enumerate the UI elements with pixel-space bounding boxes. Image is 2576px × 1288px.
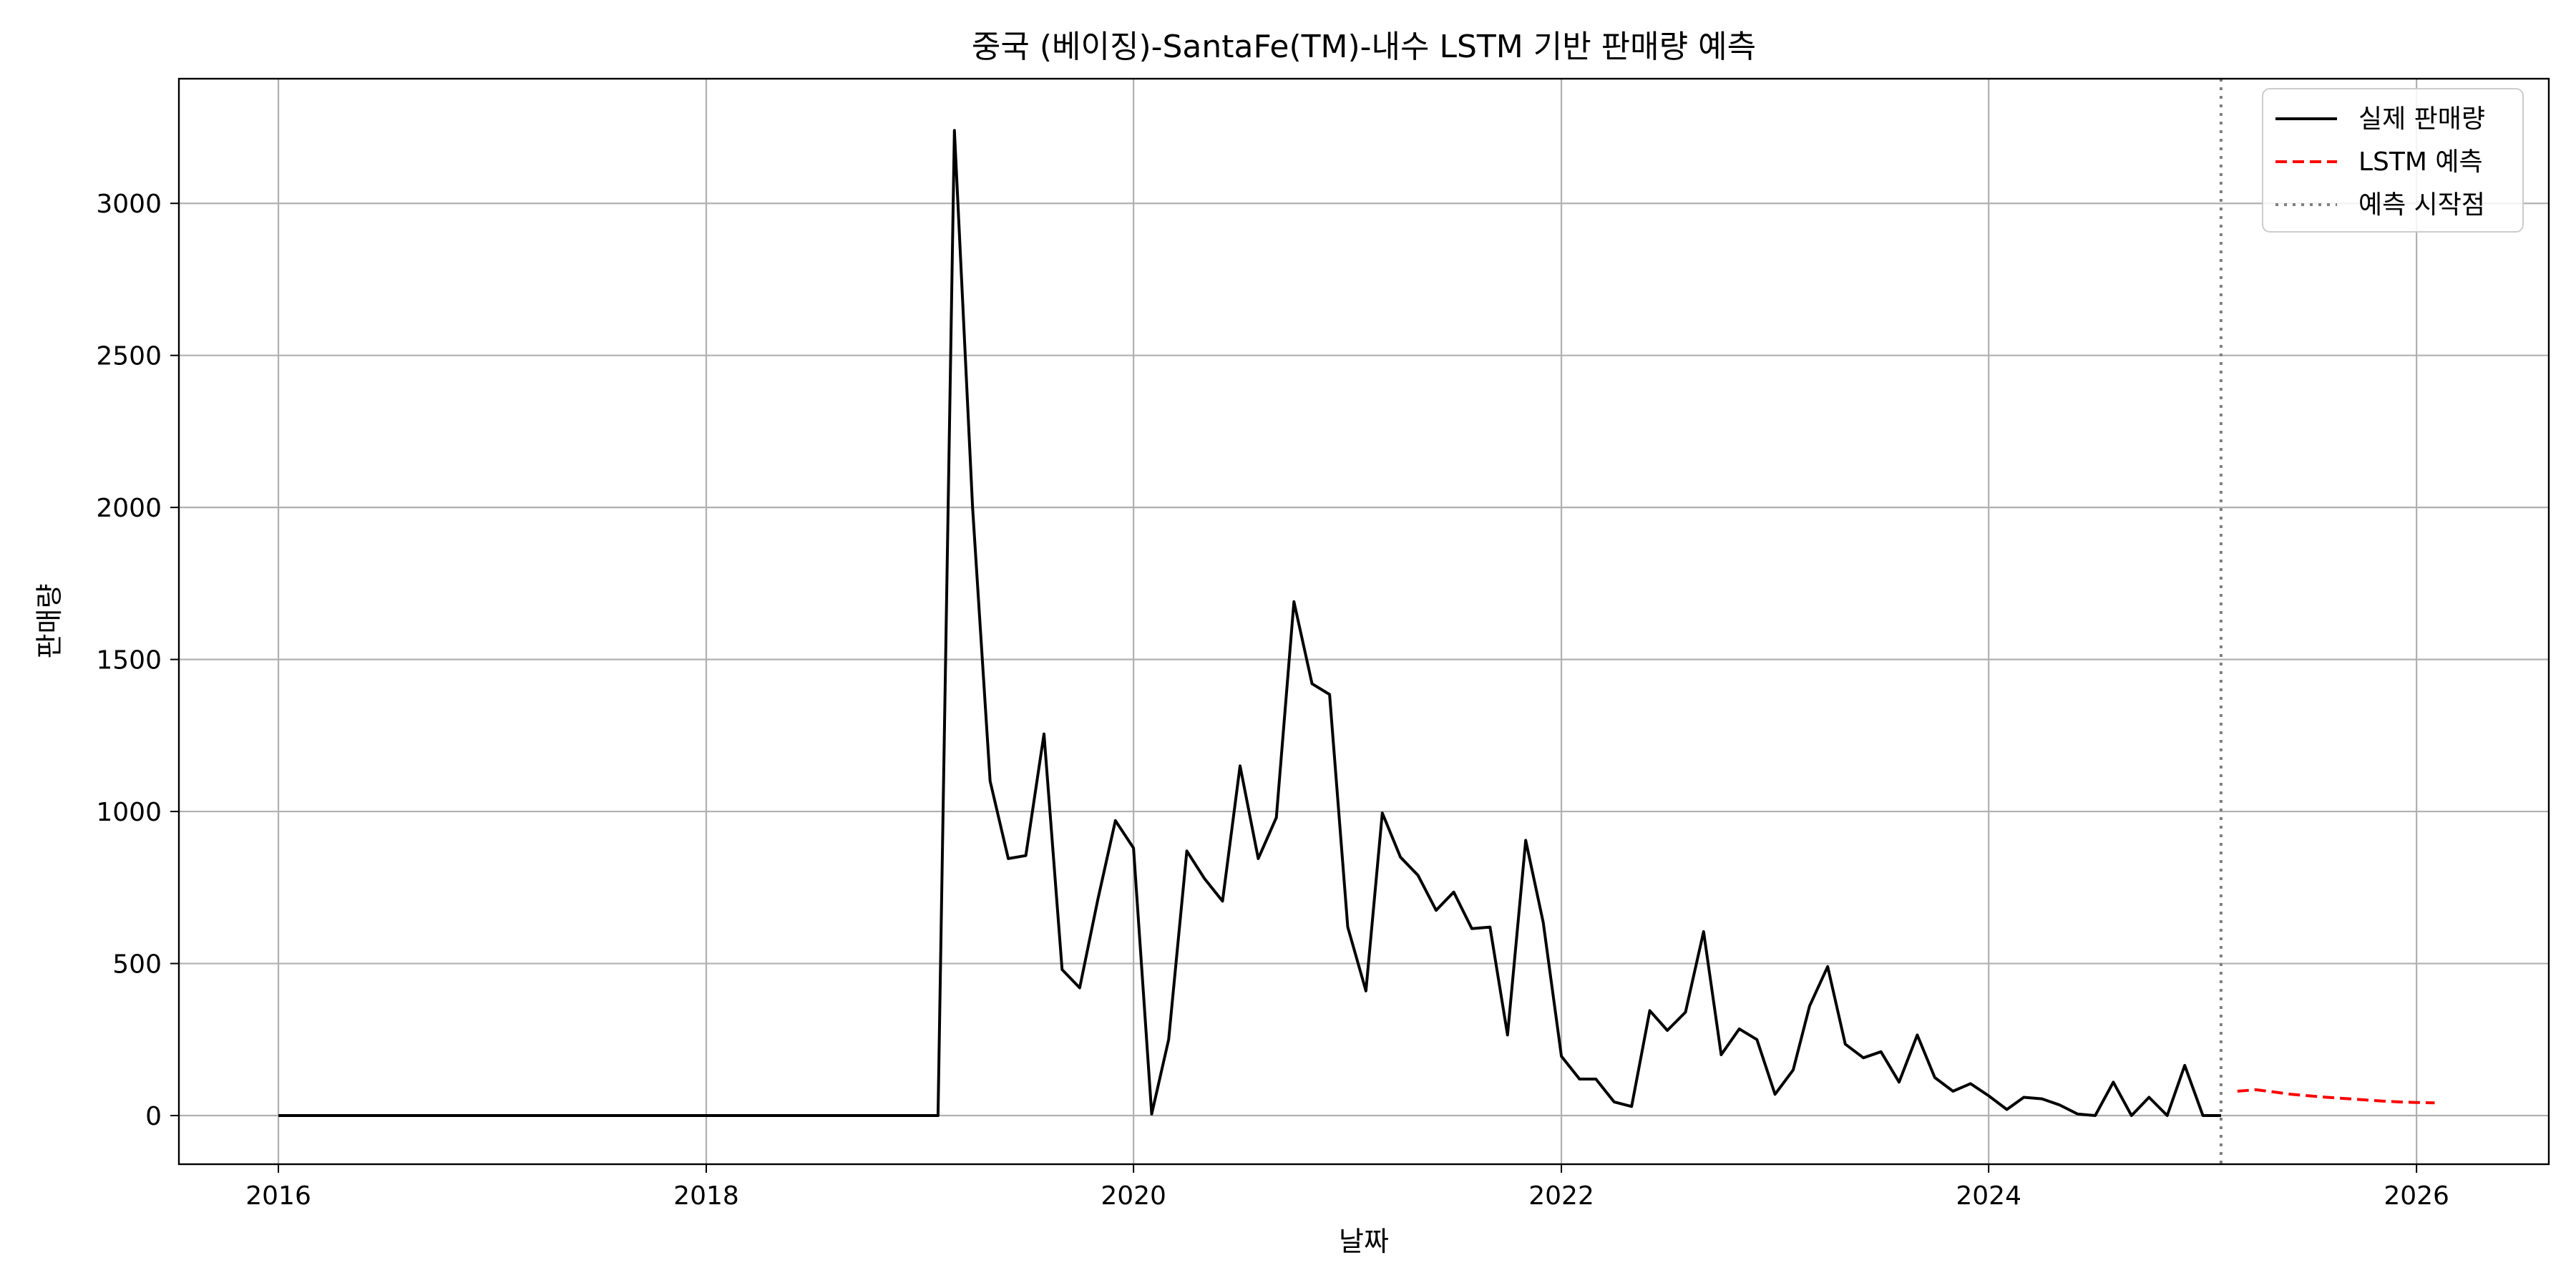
legend-label-forecast-start: 예측 시작점 bbox=[2358, 190, 2485, 220]
legend: 실제 판매량 LSTM 예측 예측 시작점 bbox=[2262, 88, 2524, 233]
y-tick-label: 1500 bbox=[96, 646, 162, 675]
legend-label-actual: 실제 판매량 bbox=[2358, 104, 2485, 134]
x-tick-label: 2016 bbox=[245, 1181, 311, 1211]
x-tick-label: 2022 bbox=[1528, 1181, 1594, 1211]
y-tick-label: 2500 bbox=[96, 342, 162, 371]
x-tick-label: 2024 bbox=[1956, 1181, 2021, 1211]
x-axis-label: 날짜 bbox=[1339, 1226, 1389, 1257]
y-tick-label: 2000 bbox=[96, 494, 162, 523]
ticks-layer: 2016 2018 2020 2022 2024 2026 0 500 1000 1500 2000… bbox=[96, 190, 2449, 1211]
x-tick-label: 2026 bbox=[2384, 1181, 2449, 1211]
y-tick-label: 500 bbox=[112, 950, 162, 980]
series-layer bbox=[278, 79, 2435, 1164]
actual-sales-line bbox=[278, 129, 2221, 1117]
y-axis-label: 판매량 bbox=[34, 584, 65, 659]
y-tick-label: 1000 bbox=[96, 798, 162, 827]
lstm-forecast-line bbox=[2237, 1088, 2435, 1105]
plot-frame bbox=[177, 77, 2550, 1166]
legend-box bbox=[2262, 88, 2524, 233]
y-tick-label: 3000 bbox=[96, 190, 162, 219]
x-tick-label: 2018 bbox=[673, 1181, 739, 1211]
chart-title: 중국 (베이징)-SantaFe(TM)-내수 LSTM 기반 판매량 예측 bbox=[972, 29, 1756, 65]
x-tick-label: 2020 bbox=[1101, 1181, 1166, 1211]
legend-label-forecast: LSTM 예측 bbox=[2358, 147, 2483, 177]
y-tick-label: 0 bbox=[145, 1102, 162, 1131]
